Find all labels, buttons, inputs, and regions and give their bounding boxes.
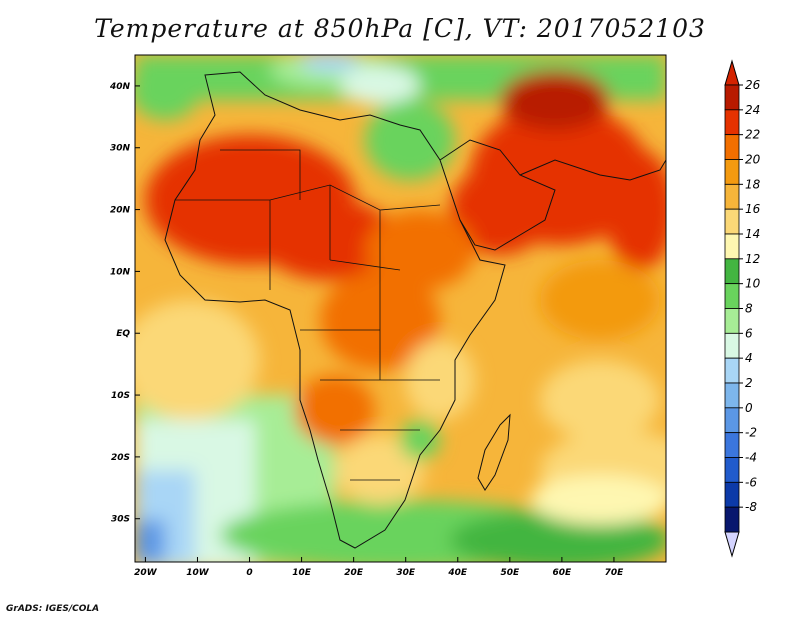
lon-tick-label: 20W [134, 568, 158, 578]
colorbar-swatch [724, 183, 740, 210]
lon-tick-label: 30E [396, 568, 416, 578]
colorbar-label: 2 [745, 376, 753, 390]
lon-tick-label: 40E [447, 568, 468, 578]
lat-tick-label: 20N [110, 206, 131, 216]
map-title: Temperature at 850hPa [C], VT: 201705210… [94, 14, 706, 43]
colorbar-bottom-arrow [724, 531, 740, 558]
colorbar-swatch [724, 159, 740, 185]
colorbar-label: 16 [745, 202, 761, 216]
colorbar-swatch [724, 481, 740, 508]
lon-tick-label: 10W [186, 568, 210, 578]
colorbar-swatch [724, 382, 740, 409]
colorbar-swatch [724, 208, 740, 235]
colorbar-swatch [724, 283, 740, 309]
longitude-axis: 20W 10W 0 10E 20E 30E 40E 50E 60E 70E [134, 557, 624, 578]
lon-tick-label: 60E [553, 568, 573, 578]
latitude-axis: 40N 30N 20N 10N EQ 10S 20S 30S [109, 82, 140, 525]
colorbar-label: 8 [745, 302, 753, 316]
colorbar-swatch [724, 109, 740, 136]
colorbar-label: -4 [745, 451, 757, 465]
colorbar-swatch [724, 506, 740, 533]
lon-tick-label: 70E [605, 568, 625, 578]
madagascar [477, 413, 511, 491]
lon-tick-label: 0 [246, 568, 252, 578]
colorbar-label: -2 [745, 426, 757, 440]
map-frame [134, 54, 667, 563]
colorbar-label: 14 [745, 227, 760, 241]
lon-tick-label: 10E [292, 568, 312, 578]
colorbar-swatch [724, 432, 740, 458]
asia-coast [519, 159, 666, 181]
colorbar-label: 24 [745, 103, 760, 117]
colorbar-swatch [724, 258, 740, 285]
colorbar-label: -6 [745, 475, 757, 489]
colorbar-swatch [724, 407, 740, 434]
colorbar-label: 22 [745, 128, 760, 142]
coastlines-and-borders [164, 71, 666, 549]
lat-tick-label: 10N [110, 267, 131, 277]
africa-coastline [164, 71, 506, 549]
colorbar-label: 20 [745, 153, 761, 167]
colorbar-top-arrow [724, 59, 740, 86]
lon-tick-label: 20E [344, 568, 364, 578]
credit-label: GrADS: IGES/COLA [6, 604, 100, 614]
colorbar-label: 12 [745, 252, 760, 266]
colorbar-swatch [724, 308, 740, 334]
colorbar-label: 4 [745, 351, 753, 365]
colorbar-label: 18 [745, 177, 761, 191]
lon-tick-label: 50E [500, 568, 520, 578]
colorbar-swatch [724, 332, 740, 359]
lat-tick-label: 30S [111, 515, 130, 525]
arabian-peninsula [439, 139, 556, 251]
colorbar-swatch [724, 457, 740, 483]
lat-tick-label: 40N [109, 82, 131, 92]
temperature-field [135, 55, 666, 562]
colorbar-label: 0 [745, 401, 753, 415]
colorbar-label: 10 [745, 277, 761, 291]
lat-tick-label: 20S [111, 453, 130, 463]
colorbar-label: -8 [745, 500, 757, 514]
colorbar-swatch [724, 134, 740, 160]
country-borders [175, 149, 441, 481]
colorbar-swatch [724, 233, 740, 260]
lat-tick-label: 30N [110, 144, 131, 154]
colorbar-label: 26 [745, 78, 761, 92]
colorbar-swatch [724, 357, 740, 384]
colorbar-label: 6 [745, 326, 753, 340]
colorbar-swatch [724, 84, 740, 111]
lat-tick-label: 10S [111, 391, 130, 401]
lat-tick-label: EQ [116, 329, 130, 339]
